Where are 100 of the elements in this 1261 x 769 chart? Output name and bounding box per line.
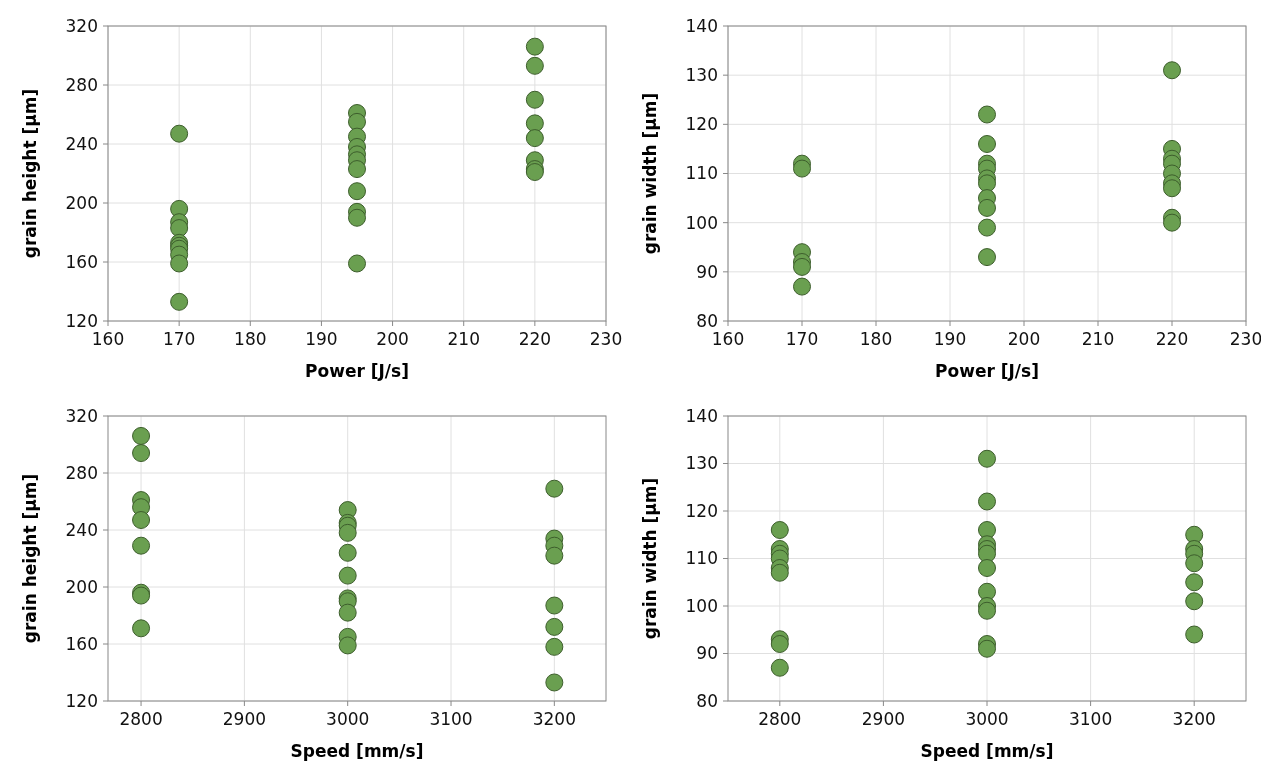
y-tick-label: 140 [685,405,718,426]
point [978,544,996,563]
point [545,546,564,565]
point [132,511,151,530]
x-tick-label: 3100 [429,709,473,729]
y-axis-title: grain width [µm] [640,477,660,640]
point [338,566,357,585]
y-tick-label: 240 [65,519,98,540]
y-tick-label: 120 [65,310,98,331]
y-tick-label: 130 [685,65,718,86]
x-axis-title: Power [J/s] [935,361,1039,381]
y-tick-label: 280 [65,462,98,483]
x-tick-label: 3100 [1068,709,1113,729]
point [770,521,789,539]
y-tick-label: 130 [685,453,718,474]
y-tick-label: 120 [65,690,98,711]
point [978,559,996,577]
x-tick-label: 230 [1229,329,1261,349]
x-tick-label: 2800 [758,709,802,729]
y-tick-label: 110 [685,163,718,184]
y-tick-label: 100 [685,212,718,233]
y-tick-label: 160 [65,251,98,272]
point [978,582,996,601]
point [1185,625,1204,644]
x-tick-label: 3000 [326,709,370,729]
point [348,160,366,179]
x-tick-label: 160 [711,329,745,349]
point [348,112,366,131]
point [525,90,544,109]
point [545,637,564,656]
point [1185,554,1204,573]
x-axis-title: Power [J/s] [305,361,409,381]
point [793,277,811,296]
point [978,198,996,217]
point [338,543,357,562]
y-tick-label: 120 [685,500,718,521]
point [978,492,996,511]
y-axis-title: grain height [µm] [20,88,40,259]
point [170,219,189,238]
point [545,617,564,636]
point [1185,592,1204,611]
point [1185,525,1204,544]
point [338,603,357,622]
y-tick-label: 160 [65,633,98,654]
point [132,619,151,638]
x-tick-label: 160 [91,329,125,349]
x-tick-label: 190 [305,329,338,349]
point [525,37,544,56]
y-tick-label: 280 [65,74,98,95]
point [793,257,811,276]
y-tick-label: 80 [696,690,718,711]
point [170,254,189,273]
x-tick-label: 210 [1081,329,1115,349]
x-tick-label: 3000 [965,709,1009,729]
point [525,114,544,133]
x-tick-label: 2900 [861,709,906,729]
x-tick-label: 210 [447,329,480,349]
point [170,124,189,143]
y-tick-label: 200 [65,192,98,213]
x-tick-label: 2900 [222,709,267,729]
point [1185,573,1204,592]
point [132,536,151,555]
point [793,159,811,178]
point [348,254,366,273]
point [132,426,151,445]
y-axis-title: grain height [µm] [20,473,40,644]
point [338,636,357,655]
point [545,673,564,692]
x-tick-label: 190 [933,329,967,349]
y-tick-label: 120 [685,114,718,135]
y-tick-label: 80 [696,310,718,331]
y-tick-label: 90 [696,643,718,664]
point [525,129,544,148]
point [348,182,366,201]
point [545,479,564,498]
y-axis-title: grain width [µm] [640,92,660,255]
y-tick-label: 90 [696,261,718,282]
y-tick-label: 200 [65,576,98,597]
x-tick-label: 200 [1007,329,1041,349]
point [978,248,996,267]
x-tick-label: 180 [234,329,267,349]
point [978,105,996,124]
x-axis-title: Speed [mm/s] [290,741,424,761]
point [170,292,189,311]
point [978,639,996,658]
point [978,449,996,468]
x-axis-title: Speed [mm/s] [920,741,1054,761]
x-tick-label: 220 [518,329,552,349]
y-tick-label: 110 [685,548,718,569]
point [770,635,789,653]
point [348,208,366,227]
point [770,658,789,677]
point [338,523,357,542]
x-tick-label: 170 [162,329,196,349]
point [1163,179,1181,198]
x-tick-label: 230 [589,329,623,349]
point [978,135,996,153]
x-tick-label: 200 [376,329,409,349]
point [1163,213,1181,232]
x-tick-label: 170 [785,329,819,349]
